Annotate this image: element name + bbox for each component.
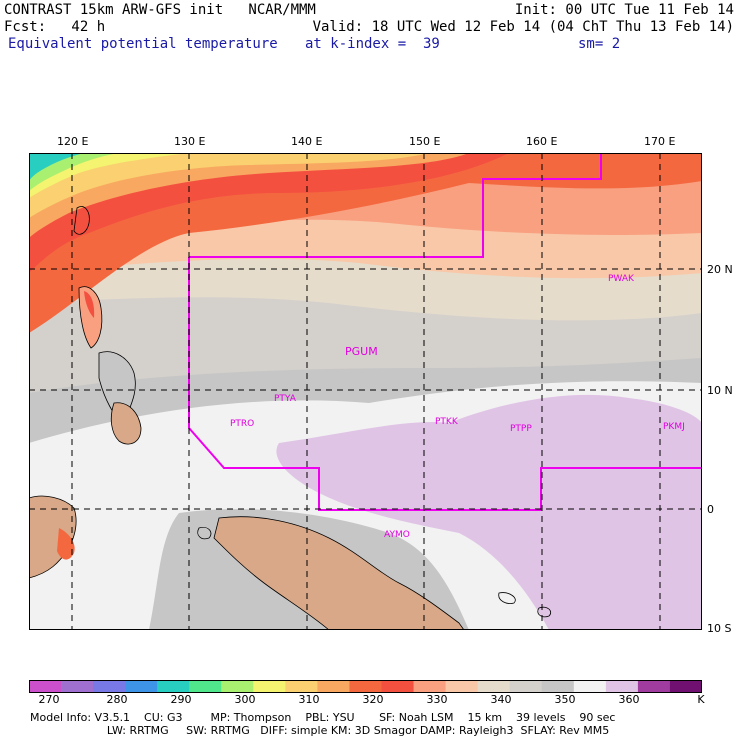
colorbar-swatch — [413, 680, 447, 693]
mindanao-landmass — [110, 402, 142, 445]
colorbar-swatch — [637, 680, 671, 693]
valid-time: Valid: 18 UTC Wed 12 Feb 14 (04 ChT Thu … — [312, 19, 734, 35]
model-title: CONTRAST 15km ARW-GFS init NCAR/MMM — [4, 2, 316, 18]
station-aymo: AYMO — [384, 530, 410, 540]
map-frame — [29, 153, 702, 630]
station-ptkk: PTKK — [435, 417, 459, 427]
sulawesi-landmass — [29, 495, 77, 579]
field-band-365 — [276, 394, 702, 630]
field-band-290 — [29, 153, 84, 181]
lon-label-140e: 140 E — [291, 135, 323, 148]
colorbar-label-320: 320 — [362, 693, 384, 706]
luzon-landmass — [78, 286, 103, 349]
colorbar-label-360: 360 — [618, 693, 640, 706]
colorbar-swatch — [509, 680, 543, 693]
colorbar-frame — [29, 680, 702, 693]
station-ptya: PTYA — [274, 394, 297, 404]
lon-label-160e: 160 E — [526, 135, 558, 148]
colorbar-label-270: 270 — [38, 693, 60, 706]
colorbar-swatch — [381, 680, 415, 693]
lat-label-10n: 10 N — [707, 384, 733, 397]
lat-label-20n: 20 N — [707, 263, 733, 276]
colorbar-swatch — [573, 680, 607, 693]
colorbar-unit: K — [697, 693, 705, 706]
island-outline — [498, 592, 516, 604]
station-pgum: PGUM — [345, 345, 378, 358]
map-panel: PWAK PGUM PTYA PTRO PTKK PTPP PKMJ AYMO — [29, 153, 702, 630]
domain-boundary-north — [189, 153, 602, 258]
init-time: Init: 00 UTC Tue 11 Feb 14 — [514, 2, 734, 18]
station-ptro: PTRO — [230, 419, 254, 429]
lon-label-150e: 150 E — [409, 135, 441, 148]
colorbar-swatch — [157, 680, 190, 693]
colorbar-label-290: 290 — [170, 693, 192, 706]
colorbar — [29, 680, 702, 693]
colorbar-swatch — [93, 680, 126, 693]
colorbar-label-350: 350 — [554, 693, 576, 706]
colorbar-swatch — [541, 680, 575, 693]
colorbar-swatch — [285, 680, 318, 693]
colorbar-swatch — [61, 680, 94, 693]
level-index: at k-index = 39 — [305, 36, 440, 52]
colorbar-label-280: 280 — [106, 693, 128, 706]
station-pkmj: PKMJ — [663, 422, 685, 432]
colorbar-swatch — [253, 680, 286, 693]
colorbar-label-310: 310 — [298, 693, 320, 706]
lat-label-0: 0 — [707, 503, 714, 516]
taiwan-outline — [73, 206, 90, 235]
island-outline — [537, 606, 552, 618]
sulawesi-warm-spot — [57, 528, 75, 560]
colorbar-swatch — [125, 680, 158, 693]
colorbar-swatch — [317, 680, 350, 693]
lat-label-10s: 10 S — [707, 622, 732, 635]
luzon-warm-spot — [84, 291, 95, 318]
field-name: Equivalent potential temperature — [8, 36, 278, 52]
colorbar-label-340: 340 — [490, 693, 512, 706]
model-info-line2: LW: RRTMG SW: RRTMG DIFF: simple KM: 3D … — [30, 724, 610, 737]
smoothing: sm= 2 — [578, 36, 621, 52]
colorbar-label-300: 300 — [234, 693, 256, 706]
colorbar-swatch — [189, 680, 222, 693]
colorbar-swatch — [477, 680, 511, 693]
colorbar-label-330: 330 — [426, 693, 448, 706]
colorbar-swatch — [221, 680, 254, 693]
station-pwak: PWAK — [608, 274, 635, 284]
forecast-hour: Fcst: 42 h — [4, 19, 106, 35]
domain-boundary-south — [188, 257, 702, 511]
colorbar-swatch — [445, 680, 479, 693]
graticule — [29, 153, 702, 630]
lon-label-170e: 170 E — [644, 135, 676, 148]
lon-label-120e: 120 E — [57, 135, 89, 148]
colorbar-swatch — [669, 680, 702, 693]
lon-label-130e: 130 E — [174, 135, 206, 148]
colorbar-swatch — [29, 680, 62, 693]
colorbar-swatch — [605, 680, 639, 693]
field-band-315 — [29, 153, 429, 218]
station-ptpp: PTPP — [510, 424, 532, 434]
island-outline — [197, 526, 212, 540]
model-info-line1: Model Info: V3.5.1 CU: G3 MP: Thompson P… — [30, 711, 616, 724]
new-guinea-landmass — [213, 516, 465, 630]
colorbar-swatch — [349, 680, 383, 693]
